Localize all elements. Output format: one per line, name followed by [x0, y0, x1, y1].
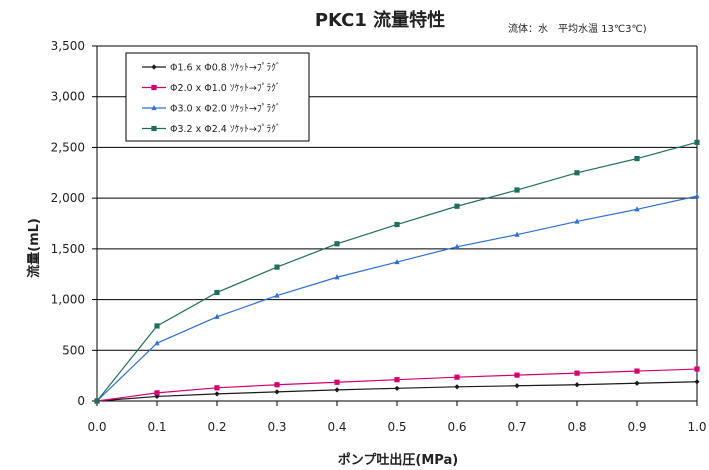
data-point [574, 370, 580, 376]
x-tick-label: 0.7 [507, 420, 526, 434]
data-point [514, 372, 520, 378]
data-point [454, 384, 460, 390]
legend-item: Φ2.0 x Φ1.0 ｿｹｯﾄ→ﾌﾟﾗｸﾞ [142, 83, 281, 94]
y-axis-ticks: 0 500 1,000 1,500 2,000 2,500 3,000 3,500 [51, 39, 97, 408]
x-tick-label: 0.4 [327, 420, 346, 434]
series-1 [94, 379, 700, 404]
legend-label: Φ3.2 x Φ2.4 ｿｹｯﾄ→ﾌﾟﾗｸﾞ [170, 124, 281, 135]
data-point [334, 387, 340, 393]
data-point [634, 380, 640, 386]
data-point [274, 264, 280, 270]
x-tick-label: 0.5 [387, 420, 406, 434]
data-point [274, 389, 280, 395]
y-tick-label: 0 [77, 394, 85, 408]
x-tick-label: 1.0 [687, 420, 706, 434]
series-4 [94, 139, 700, 404]
data-point [154, 340, 160, 346]
data-point [694, 139, 700, 145]
series-line [96, 368, 698, 402]
legend-label: Φ3.0 x Φ2.0 ｿｹｯﾄ→ﾌﾟﾗｸﾞ [170, 104, 281, 115]
legend-swatch-marker [151, 104, 157, 111]
data-point [454, 374, 460, 380]
x-tick-label: 0.1 [147, 420, 166, 434]
data-point [634, 206, 640, 212]
y-axis-label: 流量(mL) [26, 218, 42, 278]
y-tick-label: 3,000 [51, 90, 85, 104]
data-point [694, 366, 700, 372]
data-point [214, 385, 220, 391]
data-point [274, 382, 280, 388]
data-point [214, 289, 220, 296]
legend-swatch-marker [151, 84, 157, 91]
data-point [334, 379, 340, 385]
data-point [94, 398, 100, 404]
data-point [214, 391, 220, 397]
series-2 [94, 366, 700, 404]
x-axis-label: ポンプ吐出圧(MPa) [338, 452, 458, 468]
data-point [574, 218, 580, 224]
data-point [454, 243, 460, 249]
data-point [634, 155, 640, 162]
data-point [274, 292, 280, 298]
series-layer [94, 139, 700, 404]
data-point [574, 382, 580, 388]
y-tick-label: 500 [62, 343, 85, 357]
data-point [514, 383, 520, 389]
y-tick-label: 3,500 [51, 39, 85, 53]
legend-swatch-marker [151, 125, 157, 132]
data-point [454, 203, 460, 209]
data-point [694, 193, 700, 199]
data-point [514, 231, 520, 237]
series-line [96, 381, 698, 402]
legend-swatch-marker [151, 64, 157, 70]
data-point [334, 241, 340, 247]
plot-area [96, 46, 698, 401]
data-point [394, 377, 400, 383]
y-tick-label: 2,000 [51, 191, 85, 205]
x-tick-label: 0.2 [207, 420, 226, 434]
legend-label: Φ2.0 x Φ1.0 ｿｹｯﾄ→ﾌﾟﾗｸﾞ [170, 83, 281, 94]
data-point [634, 368, 640, 374]
data-point [694, 379, 700, 385]
chart-subtitle: 流体：水 平均水温 13℃3℃) [508, 22, 647, 35]
data-point [394, 385, 400, 391]
data-point [154, 323, 160, 329]
data-point [154, 390, 160, 396]
data-point [574, 170, 580, 176]
data-point [394, 221, 400, 228]
legend-label: Φ1.6 x Φ0.8 ｿｹｯﾄ→ﾌﾟﾗｸﾞ [170, 63, 281, 74]
y-tick-label: 1,500 [51, 242, 85, 256]
x-axis-ticks: 0.0 0.1 0.2 0.3 0.4 0.5 0.6 0.7 0.8 0.9 1.0 [87, 401, 707, 434]
y-tick-label: 2,500 [51, 140, 85, 154]
legend-item: Φ1.6 x Φ0.8 ｿｹｯﾄ→ﾌﾟﾗｸﾞ [142, 63, 281, 74]
y-tick-label: 1,000 [51, 293, 85, 307]
x-tick-label: 0.6 [447, 420, 466, 434]
x-tick-label: 0.0 [87, 420, 106, 434]
data-point [334, 274, 340, 280]
legend: Φ1.6 x Φ0.8 ｿｹｯﾄ→ﾌﾟﾗｸﾞ Φ2.0 x Φ1.0 ｿｹｯﾄ→ﾌ… [125, 52, 310, 142]
x-tick-label: 0.9 [627, 420, 646, 434]
data-point [394, 258, 400, 265]
x-tick-label: 0.3 [267, 420, 286, 434]
data-point [514, 187, 520, 193]
x-tick-label: 0.8 [567, 420, 586, 434]
legend-item: Φ3.2 x Φ2.4 ｿｹｯﾄ→ﾌﾟﾗｸﾞ [142, 124, 281, 135]
chart-title: PKC1 流量特性 [315, 9, 445, 31]
series-line [96, 141, 698, 402]
legend-item: Φ3.0 x Φ2.0 ｿｹｯﾄ→ﾌﾟﾗｸﾞ [142, 104, 281, 115]
data-point [214, 313, 220, 319]
